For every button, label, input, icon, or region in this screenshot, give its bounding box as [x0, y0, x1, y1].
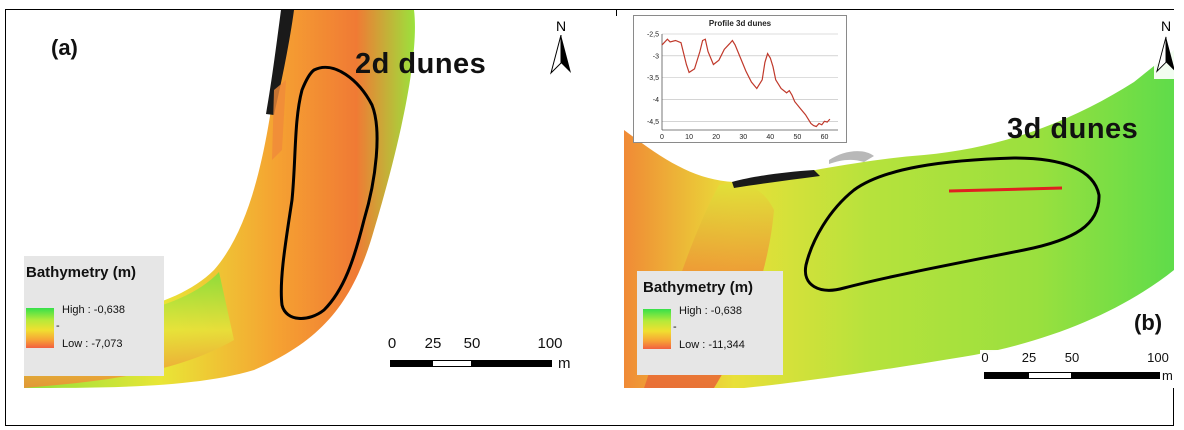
- north-label-b: N: [1160, 18, 1172, 34]
- panel-tag-b: (b): [1134, 310, 1163, 335]
- profile-line: [948, 186, 1063, 193]
- x-tick-label: 40: [766, 134, 774, 141]
- scale-unit-b: m: [1162, 368, 1173, 383]
- y-tick-label: -4,5: [647, 119, 659, 126]
- x-tick-label: 20: [712, 134, 720, 141]
- dune-field-outline-a: [279, 65, 379, 320]
- legend-high-b: High : -0,638: [679, 305, 742, 317]
- channel-a: [24, 10, 415, 388]
- scale-segment: [1072, 372, 1160, 379]
- scale-label-100: 100: [537, 335, 563, 352]
- panel-divider: [616, 9, 617, 16]
- map-panel-a: (a) 2d dunes N Bathymetry (m) High : -0,…: [24, 10, 608, 388]
- legend-title-a: Bathymetry (m): [26, 264, 137, 281]
- legend-title-b: Bathymetry (m): [643, 279, 754, 296]
- legend-high-a: High : -0,638: [62, 304, 125, 316]
- dune-type-label-a: 2d dunes: [355, 48, 487, 80]
- y-tick-label: -2,5: [647, 32, 659, 39]
- north-arrow-a: N: [547, 17, 575, 79]
- legend-low-a: Low : -7,073: [62, 338, 123, 350]
- legend-low-b: Low : -11,344: [679, 339, 745, 351]
- y-tick-label: -4: [653, 97, 659, 104]
- panel-tag-a: (a): [51, 35, 78, 60]
- x-tick-label: 10: [685, 134, 693, 141]
- dune-field-outline-b: [803, 156, 1101, 292]
- north-arrow-icon: [550, 35, 571, 75]
- x-tick-label: 30: [739, 134, 747, 141]
- legend-color-ramp-b: [643, 309, 671, 349]
- north-arrow-b: N: [1154, 17, 1174, 79]
- scale-label-100: 100: [1147, 350, 1169, 365]
- map-panel-b: Profile 3d dunes -2,5 -3 -3,5 -4 -4,5 0 10 20 30…: [624, 10, 1174, 388]
- rock-edge-a: [266, 10, 294, 115]
- scale-label-50: 50: [1064, 350, 1080, 365]
- x-tick-label: 50: [793, 134, 801, 141]
- legend-color-ramp-a: [26, 308, 54, 348]
- x-tick-label: 0: [660, 134, 664, 141]
- y-tick-label: -3,5: [647, 75, 659, 82]
- scale-segment: [390, 360, 432, 367]
- y-tick-label: -3: [653, 53, 659, 60]
- scale-label-25: 25: [1021, 350, 1037, 365]
- profile-chart: Profile 3d dunes -2,5 -3 -3,5 -4 -4,5 0 10 20 30…: [633, 15, 847, 143]
- scale-unit-a: m: [558, 355, 571, 372]
- legend-tick-b: -: [673, 321, 677, 333]
- legend-a: Bathymetry (m) High : -0,638 - Low : -7,…: [24, 256, 164, 376]
- scale-bar-a: 0 25 50 100 m: [384, 335, 579, 375]
- scale-bar-b: 0 25 50 100 m: [980, 350, 1174, 388]
- legend-tick-a: -: [56, 320, 60, 332]
- scale-label-50: 50: [463, 335, 481, 352]
- dune-type-label-b: 3d dunes: [1007, 113, 1139, 145]
- scale-segment: [472, 360, 552, 367]
- scale-label-25: 25: [424, 335, 442, 352]
- scale-segment: [1028, 372, 1072, 379]
- x-tick-label: 60: [821, 134, 829, 141]
- chart-title: Profile 3d dunes: [708, 19, 772, 28]
- rock-edge-b: [732, 170, 820, 188]
- scale-label-0: 0: [981, 350, 989, 365]
- scale-segment: [432, 360, 472, 367]
- profile-series-line: [661, 38, 831, 128]
- legend-b: Bathymetry (m) High : -0,638 - Low : -11…: [637, 271, 783, 375]
- north-arrow-icon: [1156, 36, 1174, 73]
- profile-plot: -2,5 -3 -3,5 -4 -4,5 0 10 20 30 40 50 60: [647, 32, 838, 141]
- scale-segment: [984, 372, 1028, 379]
- scale-label-0: 0: [387, 335, 397, 352]
- north-label-a: N: [555, 18, 567, 34]
